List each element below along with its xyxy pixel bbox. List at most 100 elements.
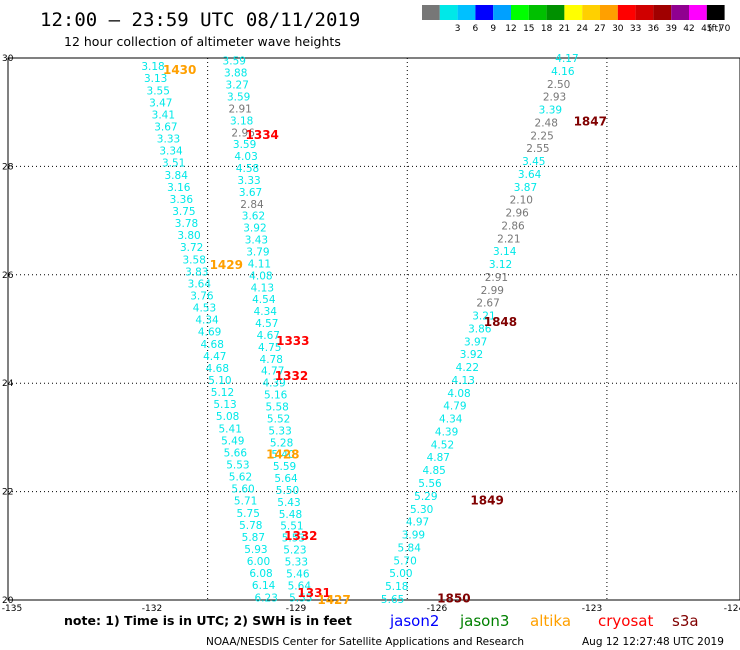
colorbar-label: 21 [559, 24, 570, 34]
wave-height-value: 4.87 [427, 452, 450, 464]
wave-height-value: 4.47 [203, 351, 226, 363]
wave-height-value: 5.51 [280, 521, 303, 533]
wave-height-value: 4.68 [206, 363, 229, 375]
wave-height-value: 3.59 [227, 91, 250, 103]
wave-height-value: 4.03 [234, 151, 257, 163]
wave-height-value: 5.29 [414, 491, 437, 503]
colorbar-label: 30 [612, 24, 624, 34]
wave-height-value: 5.70 [393, 555, 416, 567]
y-tick-label: 26 [2, 271, 14, 281]
wave-height-value: 3.64 [518, 169, 542, 181]
wave-height-value: 5.12 [211, 387, 234, 399]
wave-height-value: 3.72 [180, 242, 203, 254]
wave-height-value: 6.00 [247, 556, 270, 568]
colorbar-label: 18 [541, 24, 553, 34]
colorbar-bin [439, 5, 458, 20]
satellite-legend-jason3: jason3 [459, 612, 509, 630]
wave-height-value: 3.84 [165, 170, 189, 182]
wave-height-value: 3.59 [223, 56, 246, 68]
chart-title: 12:00 — 23:59 UTC 08/11/2019 [40, 9, 360, 31]
wave-height-value: 4.17 [555, 53, 578, 65]
wave-height-value: 3.62 [242, 211, 265, 223]
wave-height-value: 2.86 [501, 220, 525, 232]
colorbar-bin [475, 5, 494, 20]
wave-height-value: 4.08 [249, 270, 272, 282]
wave-height-value: 2.84 [240, 199, 264, 211]
colorbar-legend: 3 6 9 12 15 18 21 24 27 30 33 36 39 42 45 70 [422, 5, 731, 34]
x-tick-label: -126 [427, 604, 448, 614]
footer-credit: NOAA/NESDIS Center for Satellite Applica… [206, 636, 524, 648]
wave-height-value: 5.33 [268, 425, 291, 437]
colorbar-bin [671, 5, 689, 20]
wave-height-value: 3.55 [147, 85, 170, 97]
wave-height-value: 5.18 [385, 581, 408, 593]
colorbar-bin [546, 5, 565, 20]
time-labels: 1334133313321332133118501849184818471717… [163, 63, 607, 607]
colorbar-label: 12 [505, 24, 516, 34]
colorbar-label: 39 [665, 24, 677, 34]
wave-height-value: 3.67 [154, 121, 177, 133]
wave-height-value: 5.78 [239, 520, 262, 532]
colorbar-bin [528, 5, 547, 20]
wave-height-value: 3.80 [177, 230, 200, 242]
wave-height-value: 5.64 [274, 473, 298, 485]
data-points: 3.183.133.553.473.413.673.333.343.513.84… [141, 53, 578, 606]
wave-height-value: 2.93 [543, 92, 566, 104]
wave-height-value: 4.58 [236, 163, 259, 175]
wave-height-value: 4.97 [406, 517, 429, 529]
colorbar-label: 42 [683, 24, 694, 34]
pass-time-label: 1427 [317, 593, 350, 607]
wave-height-value: 5.50 [276, 485, 299, 497]
wave-height-value: 3.92 [460, 349, 483, 361]
pass-time-label: 1332 [275, 369, 308, 383]
wave-height-value: 4.34 [195, 315, 219, 327]
colorbar-bin [511, 5, 529, 20]
wave-height-value: 4.54 [252, 294, 276, 306]
colorbar-label: 27 [594, 24, 605, 34]
wave-height-value: 4.52 [431, 439, 454, 451]
satellite-legend: jason2 jason3 altika cryosat s3a [389, 612, 699, 630]
colorbar-label: 33 [630, 24, 641, 34]
wave-height-value: 5.64 [288, 580, 312, 592]
wave-height-value: 3.27 [226, 80, 249, 92]
satellite-legend-s3a: s3a [672, 612, 699, 630]
pass-time-label: 1850 [437, 591, 470, 605]
wave-height-value: 4.39 [262, 378, 285, 390]
wave-height-value: 3.36 [170, 194, 194, 206]
colorbar-label: 36 [648, 24, 660, 34]
wave-height-value: 5.60 [231, 484, 254, 496]
wave-height-value: 3.79 [246, 246, 269, 258]
x-tick-label: -124 [724, 604, 740, 614]
wave-height-value: 3.78 [175, 218, 198, 230]
wave-height-value: 5.93 [244, 544, 267, 556]
wave-height-value: 3.83 [185, 266, 208, 278]
wave-height-value: 4.39 [435, 426, 458, 438]
wave-height-value: 5.46 [286, 568, 310, 580]
wave-height-value: 5.71 [234, 496, 257, 508]
pass-time-label: 1849 [470, 494, 503, 508]
wave-height-value: 3.16 [167, 182, 191, 194]
satellite-legend-cryosat: cryosat [598, 612, 653, 630]
wave-height-value: 5.28 [270, 437, 293, 449]
colorbar-bin [706, 5, 725, 20]
wave-height-value: 2.96 [231, 127, 255, 139]
wave-height-value: 6.14 [252, 580, 276, 592]
wave-height-value: 4.16 [551, 66, 575, 78]
wave-height-value: 3.87 [514, 182, 537, 194]
colorbar-bin [422, 5, 440, 20]
wave-height-value: 3.67 [239, 187, 262, 199]
wave-height-value: 3.58 [183, 254, 206, 266]
wave-height-value: 4.13 [251, 282, 274, 294]
satellite-legend-altika: altika [530, 612, 571, 630]
axis-ticks: -135 -132 -129 -126 -123 -124 20 22 24 26 28 30 [2, 54, 740, 614]
wave-height-value: 5.56 [418, 478, 442, 490]
wave-height-value: 3.99 [402, 530, 425, 542]
x-tick-label: -129 [286, 604, 307, 614]
wave-height-value: 3.41 [152, 109, 175, 121]
wave-height-value: 3.92 [243, 223, 266, 235]
colorbar-label: 45 [701, 24, 712, 34]
wave-height-value: 5.59 [273, 461, 296, 473]
colorbar-bin [600, 5, 618, 20]
wave-height-value: 2.96 [505, 208, 529, 220]
